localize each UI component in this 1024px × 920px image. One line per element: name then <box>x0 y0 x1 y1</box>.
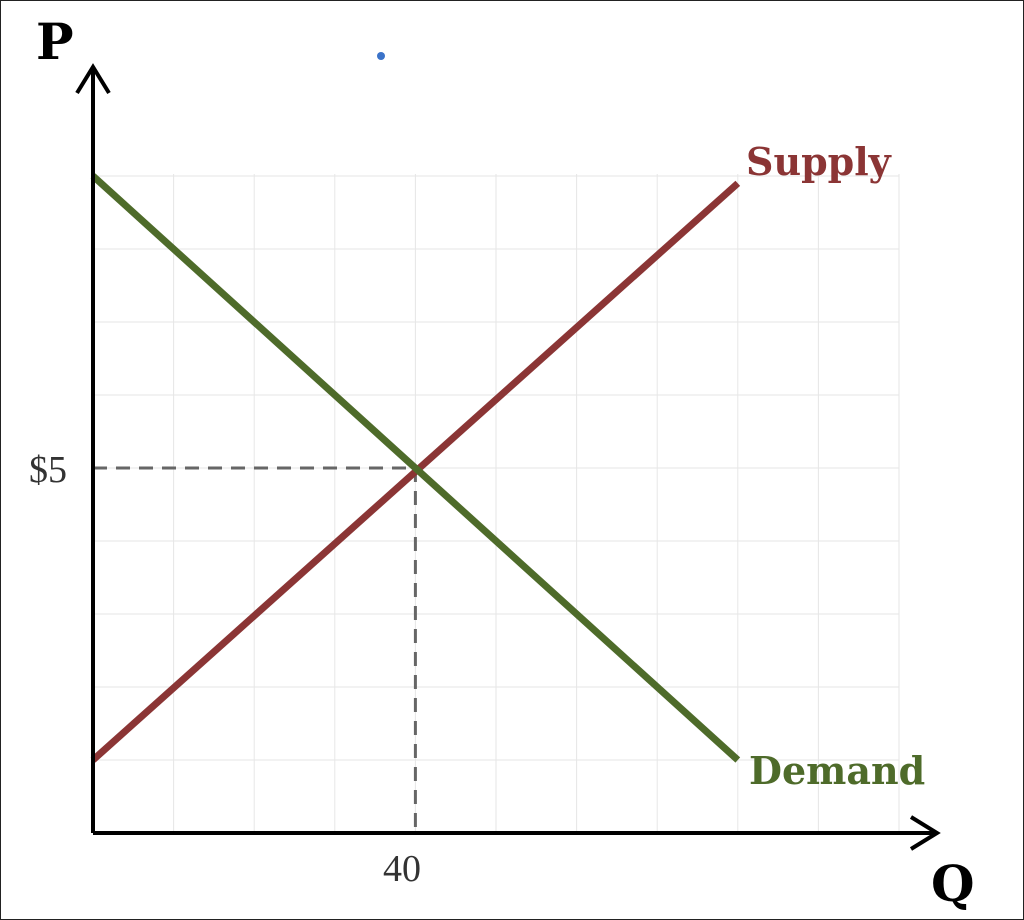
demand-curve <box>90 173 741 763</box>
grid <box>93 174 900 833</box>
x-axis-label: Q <box>931 854 975 913</box>
series-lines <box>90 173 741 763</box>
y-axis-label: P <box>36 12 74 71</box>
x-axis-arrowhead <box>909 815 941 851</box>
axes <box>75 63 941 851</box>
y-axis-arrowhead <box>75 63 111 95</box>
supply-curve-label: Supply <box>746 139 892 184</box>
equilibrium-guides <box>93 466 417 833</box>
demand-curve-label: Demand <box>749 748 925 793</box>
x-tick-label-equilibrium: 40 <box>383 848 421 890</box>
stray-dot-marker <box>377 52 385 60</box>
y-tick-label-equilibrium: $5 <box>29 449 67 491</box>
